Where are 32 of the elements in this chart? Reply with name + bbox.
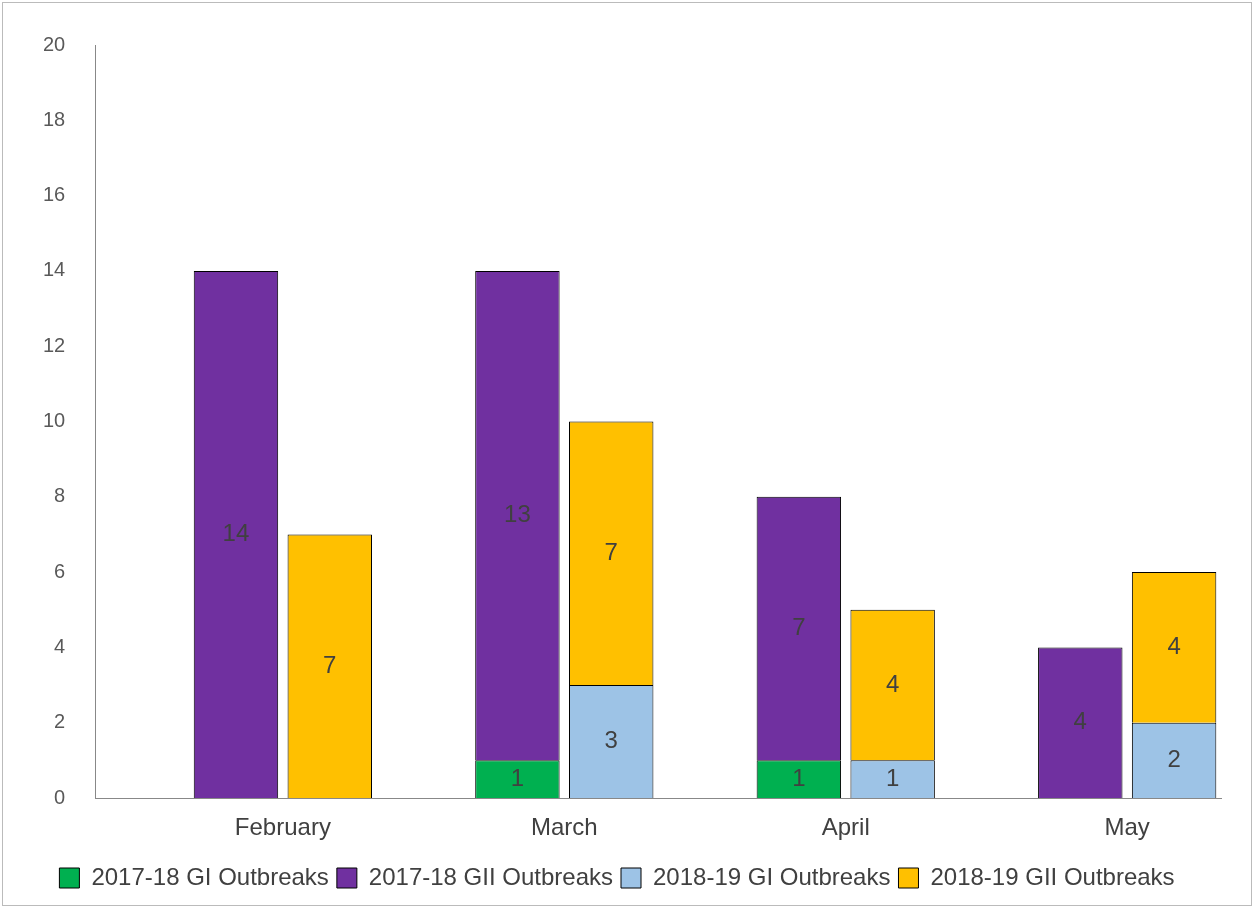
data-label: 14	[222, 519, 250, 547]
data-label: 1	[885, 763, 900, 791]
legend-label: 2018-19 GII Outbreaks	[930, 862, 1175, 890]
legend-label: 2018-19 GI Outbreaks	[653, 862, 891, 890]
y-tick-label: 0	[54, 785, 66, 808]
y-tick-label: 20	[43, 32, 66, 55]
x-tick-label: March	[530, 812, 598, 840]
data-label: 13	[504, 500, 531, 528]
legend-label: 2017-18 GI Outbreaks	[91, 862, 329, 890]
data-label: 7	[604, 537, 618, 565]
data-label: 1	[510, 763, 525, 791]
y-tick-label: 6	[54, 559, 66, 582]
data-label: 4	[1073, 707, 1087, 735]
y-tick-label: 16	[43, 183, 66, 206]
data-label: 1	[792, 763, 806, 791]
data-label: 4	[1167, 632, 1181, 660]
data-label: 7	[323, 650, 337, 678]
y-tick-label: 4	[54, 634, 66, 657]
y-tick-label: 8	[54, 484, 66, 507]
data-label: 7	[792, 613, 806, 641]
y-tick-label: 12	[43, 333, 66, 356]
y-tick-label: 18	[43, 107, 66, 130]
x-tick-label: February	[234, 812, 331, 840]
legend-label: 2017-18 GII Outbreaks	[368, 862, 613, 890]
data-label: 4	[885, 669, 900, 697]
y-tick-label: 10	[43, 409, 66, 432]
data-label: 2	[1167, 744, 1181, 772]
x-tick-label: May	[1104, 812, 1150, 840]
y-tick-label: 2	[54, 710, 66, 733]
data-label: 3	[604, 726, 618, 754]
y-tick-label: 14	[43, 258, 66, 281]
x-tick-label: April	[821, 812, 870, 840]
